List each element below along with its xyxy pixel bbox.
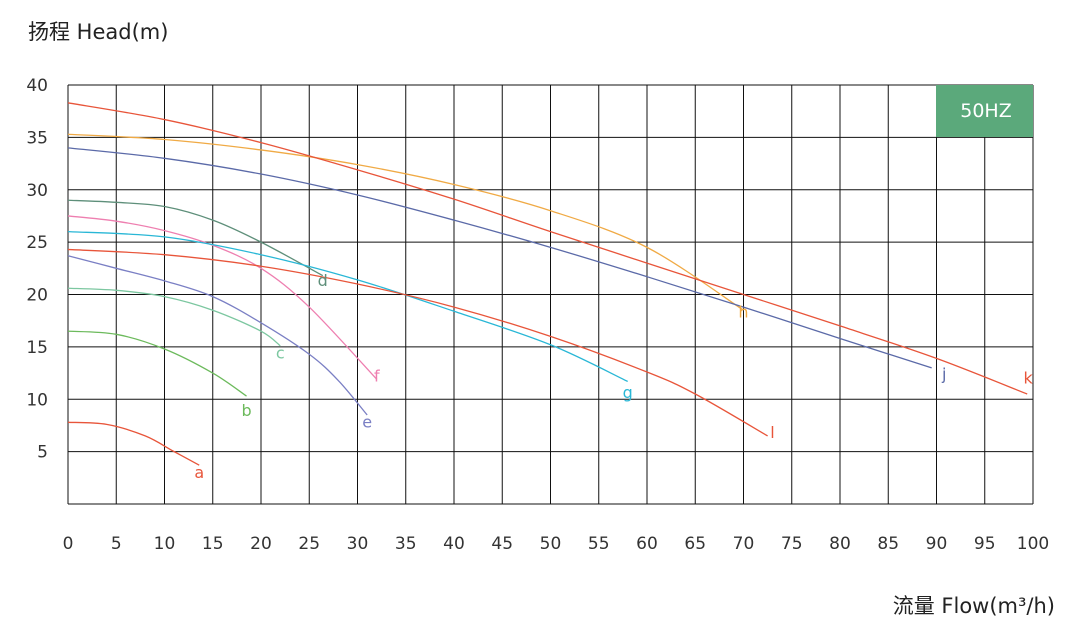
curve-d [67, 199, 324, 277]
curve-label-h: h [738, 303, 748, 322]
curve-a [67, 421, 200, 466]
x-tick-label: 20 [250, 534, 272, 554]
curve-label-b: b [241, 401, 251, 420]
curve-label-f: f [374, 366, 380, 385]
x-tick-label: 0 [63, 534, 74, 554]
x-tick-label: 75 [781, 534, 803, 554]
curve-h [67, 133, 744, 311]
curve-f [67, 215, 378, 380]
x-tick-label: 15 [202, 534, 224, 554]
curve-label-j: j [941, 364, 946, 383]
curve-k [67, 102, 1028, 395]
curve-b [67, 330, 247, 397]
x-tick-label: 30 [347, 534, 369, 554]
curve-label-g: g [623, 383, 633, 402]
frequency-badge: 50HZ [936, 85, 1033, 137]
x-tick-label: 65 [684, 534, 706, 554]
y-tick-label: 10 [26, 390, 48, 410]
frequency-badge-background [936, 85, 1033, 137]
y-tick-label: 5 [37, 443, 48, 463]
y-tick-label: 20 [26, 286, 48, 306]
x-tick-label: 25 [298, 534, 320, 554]
curve-label-a: a [194, 463, 204, 482]
y-tick-label: 25 [26, 233, 48, 253]
curve-layer [67, 102, 1028, 466]
x-tick-label: 95 [974, 534, 996, 554]
x-tick-label: 55 [588, 534, 610, 554]
x-tick-label: 40 [443, 534, 465, 554]
x-tick-label: 70 [733, 534, 755, 554]
x-tick-label: 45 [491, 534, 513, 554]
y-tick-label: 30 [26, 181, 48, 201]
x-tick-label: 100 [1017, 534, 1049, 554]
x-tick-label: 60 [636, 534, 658, 554]
x-axis-title: 流量 Flow(m³/h) [893, 594, 1055, 618]
curve-j [67, 147, 932, 369]
x-tick-label: 90 [926, 534, 948, 554]
curve-e [67, 255, 368, 416]
curve-c [67, 287, 281, 347]
x-tick-label: 50 [540, 534, 562, 554]
y-tick-label: 15 [26, 338, 48, 358]
x-tick-label: 10 [154, 534, 176, 554]
curve-labels: a b c d e f g h j k l [194, 271, 1033, 482]
x-tick-label: 80 [829, 534, 851, 554]
grid [67, 84, 1034, 505]
curve-label-d: d [318, 271, 328, 290]
curve-label-e: e [362, 413, 372, 432]
y-tick-labels: 5 10 15 20 25 30 35 40 [26, 76, 48, 463]
curve-g [67, 231, 628, 383]
x-tick-label: 85 [877, 534, 899, 554]
y-tick-label: 35 [26, 128, 48, 148]
curve-label-c: c [276, 343, 285, 362]
curve-label-l: l [770, 423, 774, 442]
y-tick-label: 40 [26, 76, 48, 96]
x-tick-label: 5 [111, 534, 122, 554]
frequency-badge-text: 50HZ [960, 100, 1011, 122]
x-tick-label: 35 [395, 534, 417, 554]
y-axis-title: 扬程 Head(m) [28, 20, 168, 44]
x-tick-labels: 0 5 10 15 20 25 30 35 40 45 50 55 60 65 70 75 80 85 90 95 10… [63, 534, 1050, 554]
curve-label-k: k [1024, 369, 1034, 388]
curve-l [67, 248, 768, 437]
